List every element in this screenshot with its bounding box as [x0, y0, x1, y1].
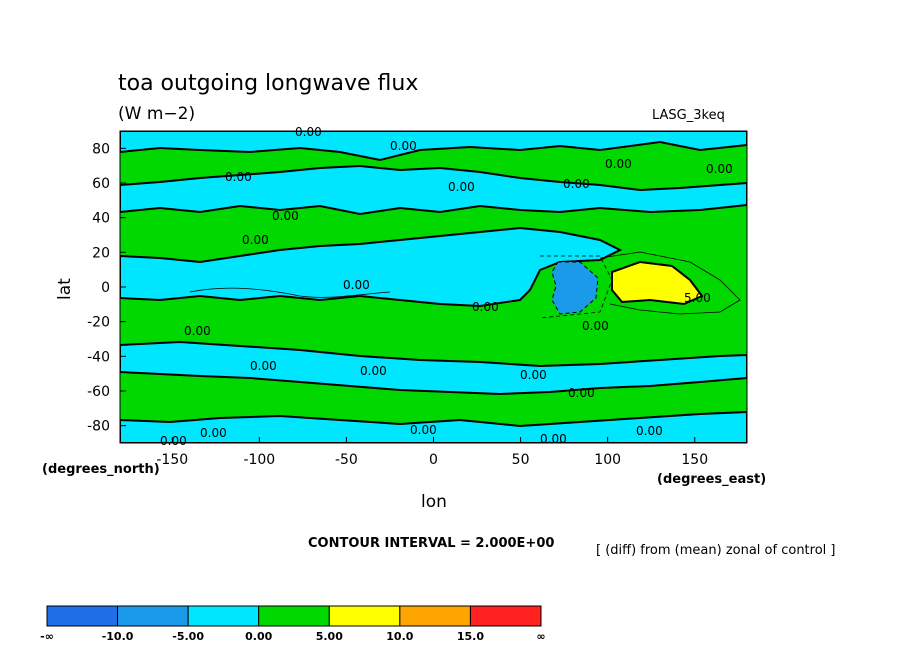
contour-label: 0.00 [343, 278, 370, 292]
contour-label: 0.00 [472, 300, 499, 314]
negative-band-south-mid [120, 340, 747, 396]
contour-interval-text: CONTOUR INTERVAL = 2.000E+00 [308, 536, 554, 551]
colorbar: -∞ -10.0 -5.00 0.00 5.00 10.0 15.0 ∞ [40, 605, 546, 643]
x-tick-label: -150 [156, 452, 188, 468]
x-tick-label: 50 [512, 452, 530, 468]
y-tick-label: 60 [92, 176, 110, 192]
positive-core-fill [611, 260, 704, 306]
colorbar-label: 5.00 [316, 630, 343, 643]
contour-label: 0.00 [706, 162, 733, 176]
colorbar-swatch [328, 605, 401, 627]
contour-label: 0.00 [295, 125, 322, 139]
y-units-label: (degrees_north) [42, 462, 160, 477]
colorbar-swatch [258, 605, 330, 627]
x-tick-label: 100 [594, 452, 621, 468]
negative-band-north-mid [120, 164, 747, 216]
x-tick-label: 0 [429, 452, 438, 468]
y-tick-label: -60 [87, 384, 110, 400]
contour-label: 0.00 [540, 432, 567, 446]
y-tick-label: 40 [92, 211, 110, 227]
contour-label: 0.00 [184, 324, 211, 338]
x-axis-label: lon [421, 492, 447, 512]
y-axis-label: lat [55, 278, 75, 300]
contour-label: 0.00 [448, 180, 475, 194]
contour-label: 0.00 [520, 368, 547, 382]
thin-contour-3 [539, 255, 613, 319]
contour-label: 0.00 [200, 426, 227, 440]
contour-label: 0.00 [242, 233, 269, 247]
thin-contour-2 [189, 287, 391, 298]
contour-label: 0.00 [582, 319, 609, 333]
y-tick-label: -80 [87, 419, 110, 435]
y-tick-label: 20 [92, 245, 110, 261]
x-axis-ticks: -150 -100 -50 0 50 100 150 [156, 437, 708, 468]
chart-title: toa outgoing longwave flux [118, 71, 418, 96]
colorbar-label: -5.00 [172, 630, 204, 643]
x-tick-label: 150 [681, 452, 708, 468]
y-tick-label: -20 [87, 315, 110, 331]
contour-label-5: 5.00 [684, 291, 711, 305]
y-tick-label: 0 [101, 280, 110, 296]
colorbar-label: -10.0 [102, 630, 134, 643]
contour-labels: 0.00 0.00 0.00 0.00 0.00 0.00 0.00 0.00 … [160, 125, 733, 448]
y-axis-ticks: 80 60 40 20 0 -20 -40 -60 -80 [87, 141, 126, 435]
x-units-label: (degrees_east) [657, 472, 766, 487]
contour-label: 0.00 [160, 434, 187, 448]
contour-label: 0.00 [410, 423, 437, 437]
contour-label: 0.00 [272, 209, 299, 223]
negative-band-north-pole [120, 131, 747, 162]
colorbar-label: ∞ [536, 630, 545, 643]
colorbar-label: 10.0 [386, 630, 413, 643]
colorbar-swatch [187, 605, 260, 627]
contour-label: 0.00 [390, 139, 417, 153]
colorbar-swatch [469, 605, 542, 627]
colorbar-swatch [117, 605, 189, 627]
x-tick-label: -50 [335, 452, 358, 468]
y-tick-label: 80 [92, 141, 110, 157]
colorbar-label: -∞ [40, 630, 54, 643]
negative-band-south-pole [120, 410, 747, 443]
y-tick-label: -40 [87, 349, 110, 365]
contour-label: 0.00 [360, 364, 387, 378]
dataset-label: LASG_3keq [652, 108, 725, 123]
contour-label: 0.00 [605, 157, 632, 171]
contour-label: 0.00 [563, 177, 590, 191]
description-text: [ (diff) from (mean) zonal of control ] [596, 543, 835, 558]
negative-band-equatorial-west [120, 226, 623, 308]
contour-label: 0.00 [636, 424, 663, 438]
contour-fill-area [120, 131, 747, 443]
contour-label: 0.00 [225, 170, 252, 184]
contour-label: 0.00 [568, 386, 595, 400]
negative-core-fill [551, 261, 599, 315]
colorbar-label: 15.0 [457, 630, 484, 643]
thin-contour-1 [599, 251, 741, 315]
chart-units: (W m−2) [118, 104, 195, 124]
colorbar-label: 0.00 [245, 630, 272, 643]
colorbar-swatch [46, 605, 119, 627]
contour-label: 0.00 [250, 359, 277, 373]
colorbar-swatch [399, 605, 471, 627]
x-tick-label: -100 [243, 452, 275, 468]
